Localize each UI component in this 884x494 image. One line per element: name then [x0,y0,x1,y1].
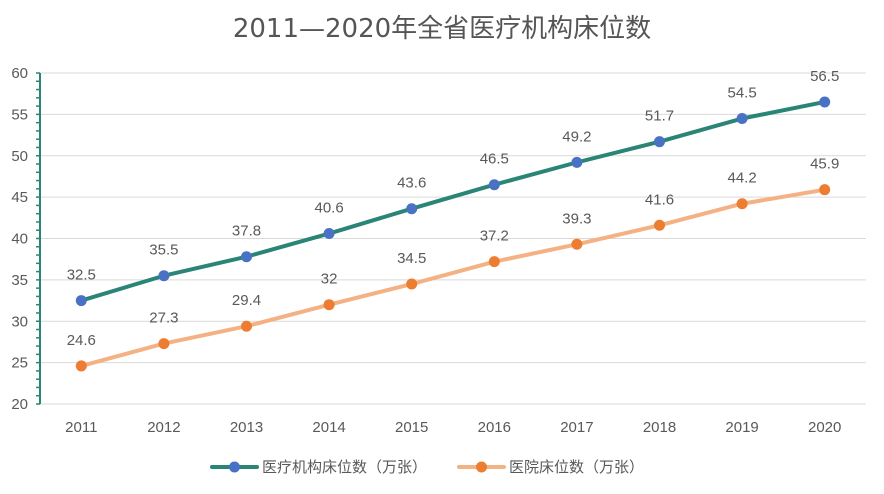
data-point [654,219,665,231]
data-point [488,179,500,191]
data-point [158,270,170,282]
data-label: 39.3 [562,210,591,227]
y-tick-label: 20 [11,396,28,413]
x-tick-label: 2019 [725,419,758,436]
data-label: 40.6 [314,200,343,217]
y-tick-label: 30 [11,313,28,330]
data-point [406,203,418,215]
data-label: 56.5 [810,68,839,85]
data-label: 44.2 [727,170,756,187]
data-point [571,238,583,250]
data-point [241,251,252,263]
data-point [819,184,831,196]
data-point [571,156,583,168]
data-point [323,299,335,311]
data-point [736,113,748,125]
x-tick-label: 2014 [312,419,345,436]
y-tick-label: 55 [11,106,28,123]
data-label: 34.5 [397,250,426,267]
data-point [654,136,665,148]
series-line-1 [79,99,827,303]
x-axis: 2011 2012 2013 2014 2015 2016 2017 2018 2019 2020 [65,419,841,436]
data-label: 27.3 [149,310,178,327]
data-point [75,295,87,307]
x-tick-label: 2012 [147,419,180,436]
y-tick-label: 35 [11,272,28,289]
legend: 医疗机构床位数（万张） 医院床位数（万张） [210,458,644,476]
data-point [406,278,418,290]
series-lines [79,99,827,368]
y-tick-label: 60 [11,65,28,82]
chart-title: 2011—2020年全省医疗机构床位数 [233,14,651,44]
legend-label: 医院床位数（万张） [509,458,644,476]
y-tick-label: 25 [11,355,28,372]
data-label: 41.6 [645,191,674,208]
series-markers [75,96,831,372]
data-labels: 32.5 35.5 37.8 40.6 43.6 46.5 49.2 51.7 54.5 56.5… [67,68,840,349]
y-tick-label: 50 [11,148,28,165]
y-tick-label: 40 [11,231,28,248]
x-tick-label: 2011 [65,419,97,436]
data-label: 43.6 [397,175,426,192]
x-tick-label: 2013 [230,419,263,436]
y-tick-label: 45 [11,189,28,206]
data-point [241,320,252,332]
x-tick-label: 2015 [395,419,428,436]
data-label: 45.9 [810,156,839,173]
series-line-2 [79,187,827,368]
data-label: 32.5 [67,267,96,284]
x-tick-label: 2018 [643,419,676,436]
y-axis: 20 25 30 35 40 45 50 55 60 [11,65,41,413]
data-point [736,198,748,210]
data-point [75,360,87,372]
data-label: 51.7 [645,108,674,125]
data-label: 37.8 [232,223,261,240]
data-label: 29.4 [232,292,261,309]
x-tick-label: 2020 [808,419,841,436]
data-label: 49.2 [562,128,591,145]
x-tick-label: 2017 [560,419,593,436]
x-tick-label: 2016 [478,419,511,436]
data-point [488,256,500,268]
data-point [158,338,170,350]
legend-marker [476,461,487,473]
data-label: 46.5 [480,151,509,168]
data-label: 32 [321,271,338,288]
data-label: 54.5 [727,85,756,102]
data-point [819,96,831,108]
data-label: 37.2 [480,228,509,245]
legend-marker [229,461,240,473]
data-label: 35.5 [149,242,178,259]
legend-label: 医疗机构床位数（万张） [262,458,427,476]
data-label: 24.6 [67,332,96,349]
data-point [323,228,335,240]
